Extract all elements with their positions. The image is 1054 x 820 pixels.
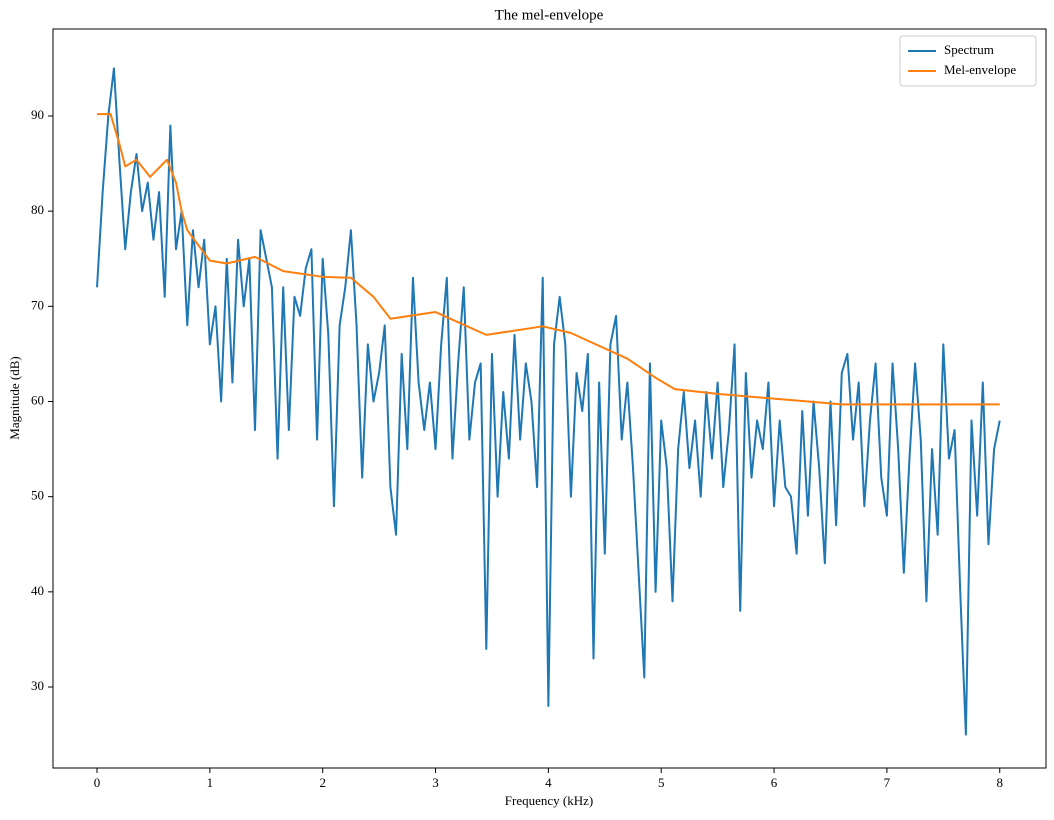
x-axis-label: Frequency (kHz) bbox=[505, 793, 593, 808]
x-tick-label: 7 bbox=[884, 775, 891, 790]
y-axis-label: Magnitude (dB) bbox=[7, 356, 22, 439]
legend-label: Mel-envelope bbox=[944, 62, 1016, 77]
legend-box bbox=[899, 35, 1037, 87]
x-tick-label: 5 bbox=[658, 775, 665, 790]
y-tick-label: 30 bbox=[31, 678, 44, 693]
y-tick-label: 80 bbox=[31, 202, 44, 217]
x-tick-label: 0 bbox=[94, 775, 101, 790]
chart-title: The mel-envelope bbox=[495, 7, 604, 23]
x-tick-label: 6 bbox=[771, 775, 778, 790]
x-tick-label: 3 bbox=[432, 775, 439, 790]
x-tick-label: 1 bbox=[207, 775, 214, 790]
x-tick-label: 4 bbox=[545, 775, 552, 790]
y-tick-label: 50 bbox=[31, 488, 44, 503]
line-series bbox=[96, 67, 1001, 736]
y-tick-label: 60 bbox=[31, 392, 44, 407]
x-tick-label: 2 bbox=[319, 775, 326, 790]
y-tick-label: 70 bbox=[31, 297, 44, 312]
plot-frame bbox=[52, 28, 1047, 769]
line-series bbox=[97, 113, 1000, 406]
legend-label: Spectrum bbox=[944, 42, 994, 57]
y-tick-label: 90 bbox=[31, 107, 44, 122]
x-tick-label: 8 bbox=[996, 775, 1003, 790]
y-tick-label: 40 bbox=[31, 583, 44, 598]
